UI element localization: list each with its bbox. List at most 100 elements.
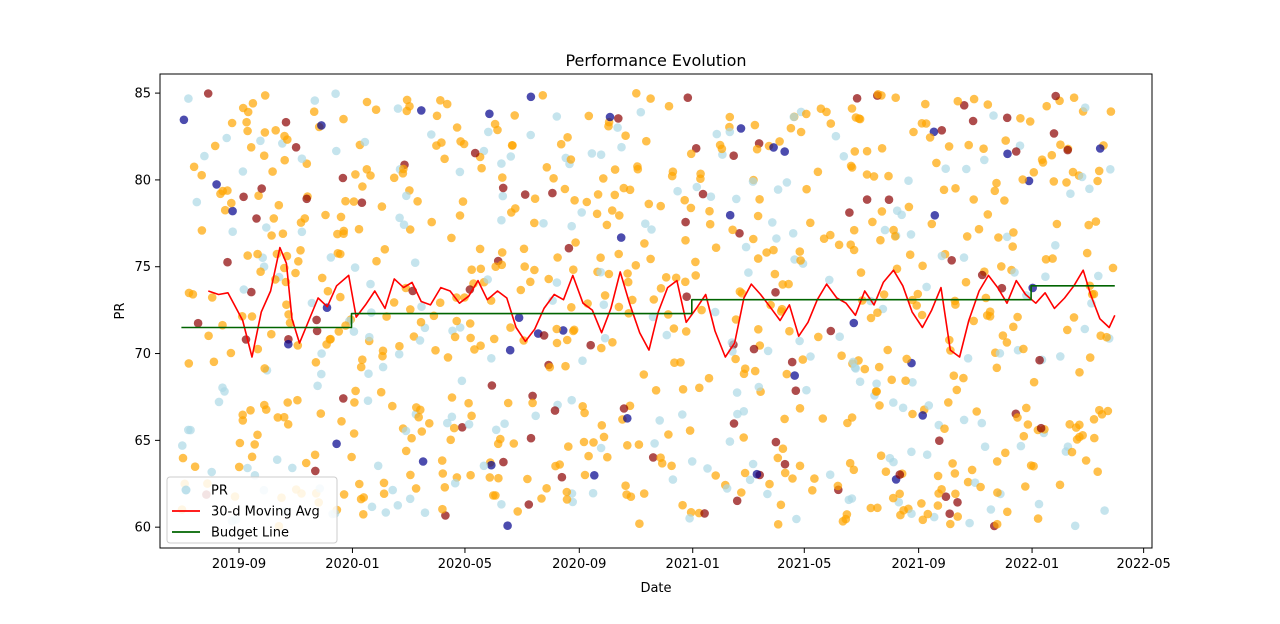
pr-point [523, 474, 532, 484]
pr-point [1069, 313, 1079, 322]
pr-point [639, 489, 649, 498]
pr-point [597, 343, 606, 353]
pr-point [465, 319, 475, 328]
pr-point [631, 261, 641, 270]
pr-point [907, 447, 916, 457]
pr-point [941, 164, 950, 173]
pr-point [589, 438, 598, 447]
pr-point [967, 465, 977, 475]
pr-point [498, 173, 507, 182]
pr-point [450, 478, 460, 488]
pr-point [269, 214, 279, 223]
pr-point [995, 349, 1005, 358]
pr-point [835, 332, 844, 342]
pr-point [487, 354, 496, 363]
pr-point [725, 210, 735, 220]
pr-point [310, 450, 320, 460]
pr-point [446, 435, 456, 445]
pr-point [771, 437, 781, 447]
x-tick-label: 2021-09 [891, 557, 945, 572]
pr-point [294, 257, 303, 266]
pr-point [246, 406, 255, 415]
pr-point [297, 154, 307, 163]
pr-point [990, 186, 1000, 196]
pr-point [228, 206, 237, 216]
pr-point [782, 369, 792, 379]
pr-point [1016, 441, 1026, 451]
pr-point [489, 334, 499, 344]
pr-point [260, 364, 270, 373]
pr-point [780, 468, 790, 478]
pr-point [632, 89, 641, 98]
pr-point [256, 136, 265, 146]
pr-point [1001, 448, 1010, 458]
pr-point [849, 318, 859, 328]
pr-point [680, 195, 689, 205]
pr-point [476, 341, 485, 351]
pr-point [437, 456, 447, 465]
budget-line-line [181, 284, 1115, 329]
pr-point [491, 425, 501, 435]
pr-point [941, 492, 951, 502]
pr-point [755, 195, 764, 204]
pr-point [752, 144, 762, 154]
pr-point [440, 483, 450, 492]
pr-point [355, 479, 364, 489]
pr-point [364, 369, 373, 379]
pr-point [968, 116, 978, 126]
pr-point [621, 131, 630, 140]
pr-point [539, 331, 549, 340]
pr-point [228, 227, 237, 236]
pr-point [780, 459, 790, 469]
pr-point [1089, 415, 1099, 424]
pr-point [1093, 467, 1102, 477]
pr-point [562, 335, 572, 345]
pr-point [339, 114, 348, 124]
pr-point [741, 242, 751, 252]
pr-point [849, 465, 859, 475]
pr-point [974, 224, 984, 234]
pr-point [409, 332, 419, 341]
pr-point [907, 509, 916, 518]
pr-point [846, 161, 856, 171]
pr-point [417, 106, 426, 115]
pr-point [831, 131, 841, 141]
pr-point [969, 195, 978, 204]
pr-point [273, 413, 283, 422]
pr-point [876, 451, 886, 461]
pr-point [186, 425, 195, 435]
pr-point [600, 291, 610, 300]
pr-point [427, 130, 436, 139]
pr-point [509, 439, 519, 448]
pr-point [739, 433, 748, 442]
pr-point [814, 332, 823, 342]
pr-point [1067, 447, 1077, 457]
pr-point [806, 352, 815, 361]
pr-point [452, 123, 462, 132]
pr-point [466, 333, 475, 343]
pr-point [528, 391, 537, 401]
pr-point [435, 298, 445, 308]
pr-point [610, 190, 620, 200]
pr-point [622, 490, 631, 499]
pr-point [608, 338, 617, 347]
pr-point [874, 362, 884, 372]
pr-point [917, 119, 927, 128]
pr-point [190, 462, 200, 472]
pr-point [692, 182, 702, 192]
pr-point [795, 336, 804, 346]
pr-point [214, 397, 224, 407]
pr-point [519, 336, 528, 345]
pr-point [524, 500, 534, 509]
pr-point [1002, 113, 1012, 123]
pr-point [262, 223, 271, 232]
pr-point [776, 500, 786, 510]
pr-point [302, 194, 312, 204]
pr-point [596, 150, 606, 159]
pr-point [939, 185, 949, 195]
pr-point [933, 501, 943, 510]
pr-point [457, 376, 467, 386]
pr-point [503, 398, 513, 408]
pr-point [238, 416, 248, 425]
pr-point [997, 262, 1006, 271]
